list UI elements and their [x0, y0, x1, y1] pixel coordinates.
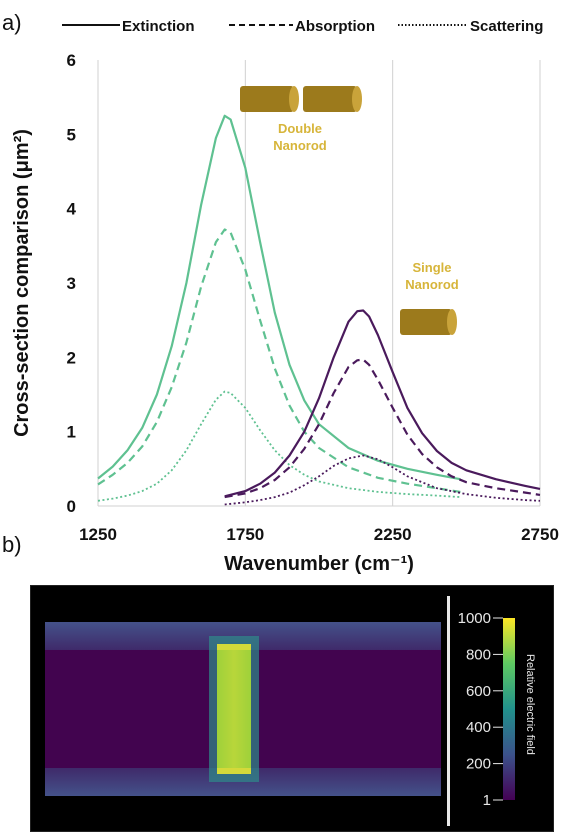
spectra-chart: Extinction Absorption Scattering 0 1 2 3 4 5 6 12…: [11, 18, 559, 575]
series-double-scattering: [97, 390, 461, 502]
field-map-image: 1000 800 600 400 200 1 Relative electric fiel…: [45, 596, 536, 826]
x-tick-label: 2750: [521, 525, 559, 544]
y-tick-label: 4: [67, 200, 77, 219]
y-tick-label: 5: [67, 125, 76, 144]
legend-label: Extinction: [122, 18, 195, 35]
colorbar-tick-label: 600: [466, 683, 491, 700]
x-tick-label: 2250: [374, 525, 412, 544]
legend: Extinction Absorption Scattering: [62, 18, 543, 35]
colorbar-tick-label: 400: [466, 719, 491, 736]
y-tick-label: 3: [67, 274, 76, 293]
panel-a-label: a): [2, 10, 22, 35]
colorbar-tick-label: 1000: [458, 610, 491, 627]
series-single-absorption: [224, 358, 541, 499]
single-nanorod-icon: [400, 309, 457, 335]
colorbar-tick-label: 200: [466, 756, 491, 773]
legend-label: Scattering: [470, 18, 543, 35]
series-single-extinction: [224, 309, 541, 498]
y-axis-title: Cross-section comparison (μm²): [11, 129, 33, 437]
annotations: Double Nanorod Single Nanorod: [273, 121, 459, 292]
colorbar-tick-label: 800: [466, 646, 491, 663]
panel-b-label: b): [2, 532, 22, 557]
annotation-label: Double Nanorod: [273, 121, 327, 153]
tick-labels: 0 1 2 3 4 5 6 1250 1750 2250 2750: [67, 51, 559, 544]
axes: [97, 60, 540, 507]
colorbar-tick-label: 1: [483, 792, 491, 809]
y-tick-label: 1: [67, 423, 76, 442]
x-axis-title: Wavenumber (cm⁻¹): [224, 553, 414, 575]
series-lines: [97, 114, 541, 506]
y-tick-label: 0: [67, 497, 76, 516]
y-tick-label: 6: [67, 51, 76, 70]
double-nanorod-icon: [240, 86, 362, 112]
x-tick-label: 1250: [79, 525, 117, 544]
series-double-extinction: [97, 114, 461, 481]
y-tick-label: 2: [67, 348, 76, 367]
annotation-label: Single Nanorod: [405, 260, 459, 292]
grid-lines: [244, 60, 541, 506]
series-double-absorption: [97, 228, 461, 493]
colorbar: [503, 618, 515, 800]
nanorod-illustrations: [240, 86, 457, 335]
colorbar-title: Relative electric field: [524, 654, 536, 755]
field-map-panel: 1000 800 600 400 200 1 Relative electric fiel…: [30, 585, 554, 832]
legend-label: Absorption: [295, 18, 375, 35]
x-tick-label: 1750: [226, 525, 264, 544]
